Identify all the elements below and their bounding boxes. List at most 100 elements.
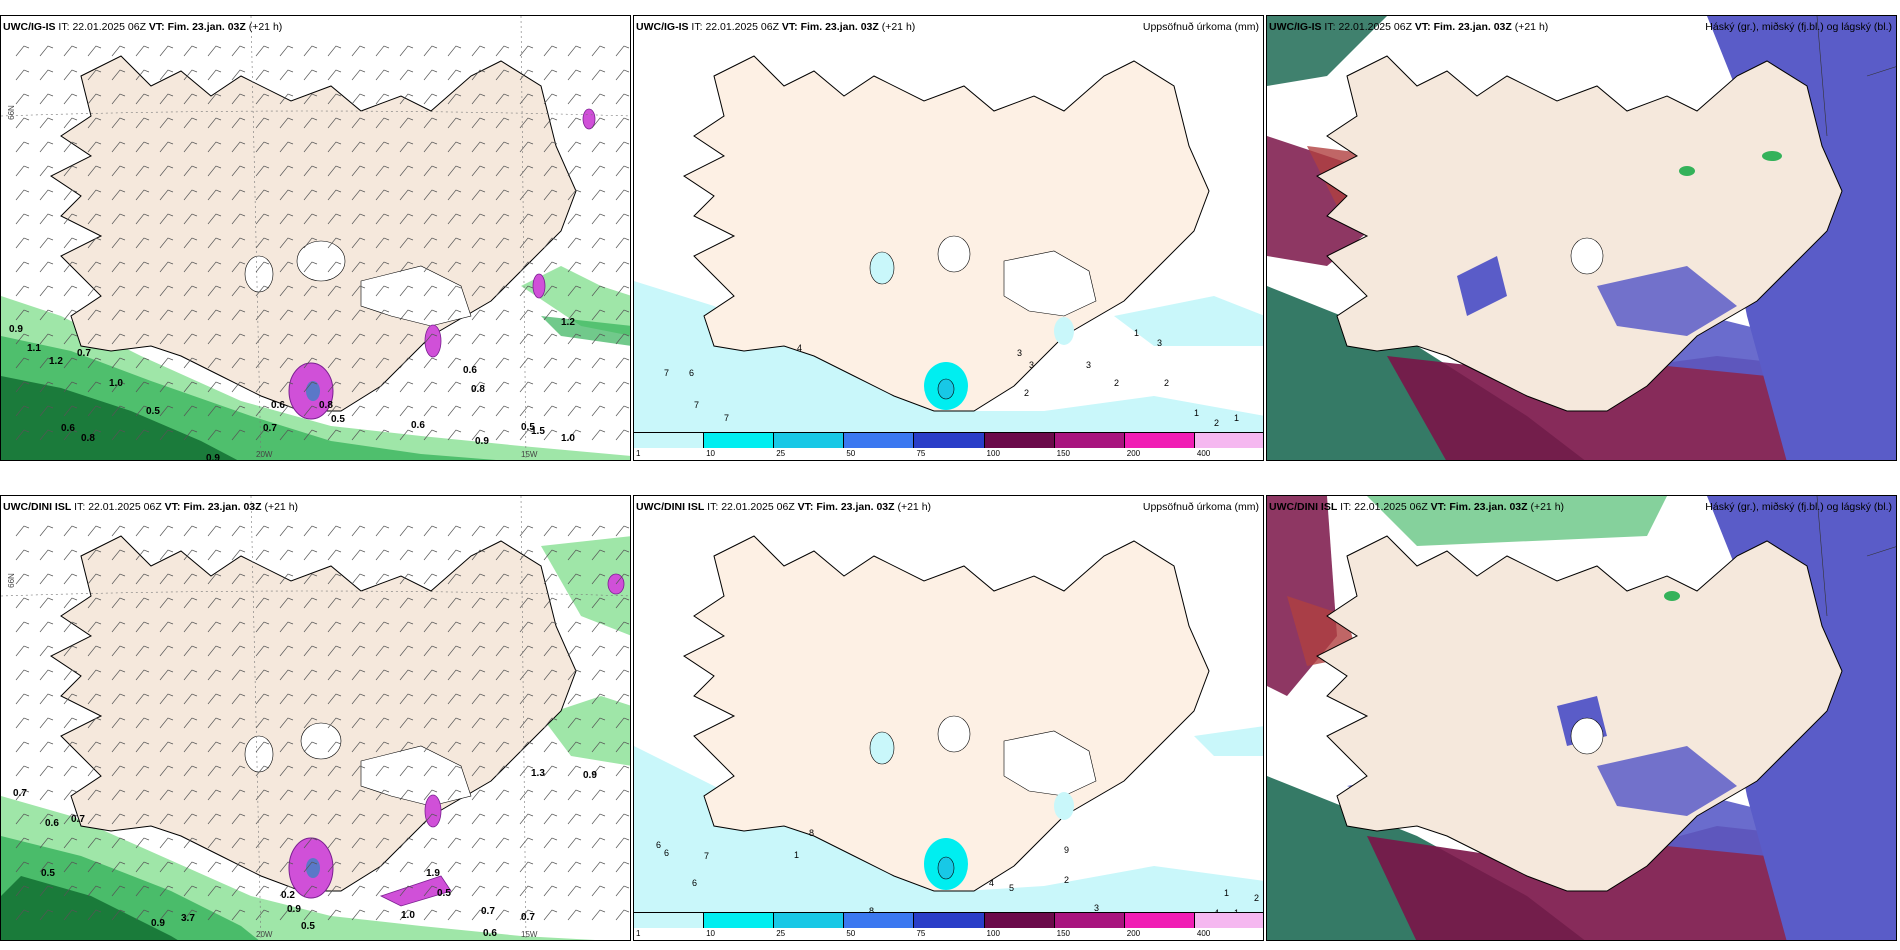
wind-barb (15, 597, 30, 609)
wind-barb (135, 213, 150, 225)
value-label: 3 (1157, 338, 1162, 348)
wind-barb (63, 837, 78, 849)
wind-barb (63, 165, 78, 177)
colorbar-cells (634, 912, 1263, 928)
wind-barb (279, 93, 294, 105)
wind-barb (423, 573, 438, 585)
wind-barb (207, 357, 222, 369)
wind-barb (615, 117, 630, 129)
wind-barb (255, 837, 270, 849)
wind-barb (615, 669, 630, 681)
wind-barb (87, 669, 102, 681)
colorbar-label: 50 (846, 929, 856, 938)
wind-barb (303, 309, 318, 321)
wind-barb (495, 93, 510, 105)
wind-barb (135, 669, 150, 681)
value-label: 9 (1064, 845, 1069, 855)
vt-label: VT: (781, 21, 798, 33)
wind-barb (327, 837, 342, 849)
wind-barb (183, 549, 198, 561)
wind-barb (567, 429, 582, 441)
wind-barb (183, 861, 198, 873)
wind-barb (207, 69, 222, 81)
wind-barb (543, 669, 558, 681)
wind-barb (351, 429, 366, 441)
wind-barb (567, 885, 582, 897)
wind-barb (231, 117, 246, 129)
wind-barb (39, 621, 54, 633)
wind-barb (183, 765, 198, 777)
wind-barb (519, 285, 534, 297)
wind-barb (567, 309, 582, 321)
wind-barb (591, 741, 606, 753)
wind-barb (351, 885, 366, 897)
wind-barb (495, 381, 510, 393)
wind-barb (15, 141, 30, 153)
wind-barb (231, 261, 246, 273)
value-label: 1.0 (109, 378, 123, 389)
wind-barb (111, 213, 126, 225)
wind-barb (543, 69, 558, 81)
lead-time: (+21 h) (264, 501, 299, 513)
value-label: 1.2 (49, 356, 63, 367)
wind-barb (471, 117, 486, 129)
value-label: 2 (1254, 893, 1259, 903)
wind-barb (303, 93, 318, 105)
wind-barb (207, 405, 222, 417)
wind-barb (351, 693, 366, 705)
value-label: 0.7 (13, 788, 27, 799)
wind-barb (183, 693, 198, 705)
wind-barb (87, 333, 102, 345)
wind-barb (111, 405, 126, 417)
wind-barb (39, 213, 54, 225)
wind-barb (591, 549, 606, 561)
it-label: IT: (1340, 501, 1352, 513)
wind-barb (255, 645, 270, 657)
wind-barb (207, 165, 222, 177)
wind-barb (231, 789, 246, 801)
wind-barb (255, 525, 270, 537)
wind-barb (567, 645, 582, 657)
wind-barb (471, 429, 486, 441)
lead-time: (+21 h) (248, 21, 283, 33)
wind-barb (207, 381, 222, 393)
wind-barb (423, 333, 438, 345)
value-label: 7 (724, 413, 729, 423)
wind-barb (423, 45, 438, 57)
wind-barb (231, 645, 246, 657)
wind-barb (567, 357, 582, 369)
wind-barb (447, 837, 462, 849)
wind-barb (63, 741, 78, 753)
value-label: 5 (1009, 883, 1014, 893)
it-label: IT: (1324, 21, 1336, 33)
wind-barb (327, 237, 342, 249)
wind-barb (495, 645, 510, 657)
wind-barb (159, 117, 174, 129)
wind-barb (351, 789, 366, 801)
wind-barb (495, 693, 510, 705)
wind-barb (135, 45, 150, 57)
cloud-map-header: UWC/DINI ISL IT: 22.01.2025 06Z VT: Fim.… (1269, 501, 1564, 513)
wind-barb (471, 909, 486, 921)
wind-barb (471, 525, 486, 537)
wind-barb (207, 237, 222, 249)
wind-barb (111, 381, 126, 393)
wind-barb (615, 717, 630, 729)
wind-barb (15, 837, 30, 849)
value-label: 2 (1114, 378, 1119, 388)
wind-barb (303, 861, 318, 873)
wind-barb (135, 717, 150, 729)
wind-barb (447, 789, 462, 801)
wind-barb (423, 309, 438, 321)
wind-barb (615, 261, 630, 273)
wind-barb (351, 69, 366, 81)
wind-barb (87, 285, 102, 297)
wind-barb (303, 357, 318, 369)
wind-barb (351, 717, 366, 729)
wind-barb (519, 621, 534, 633)
wind-barb (327, 285, 342, 297)
wind-barb (183, 117, 198, 129)
wind-barb (543, 813, 558, 825)
wind-barb (279, 909, 294, 921)
wind-barb (63, 285, 78, 297)
